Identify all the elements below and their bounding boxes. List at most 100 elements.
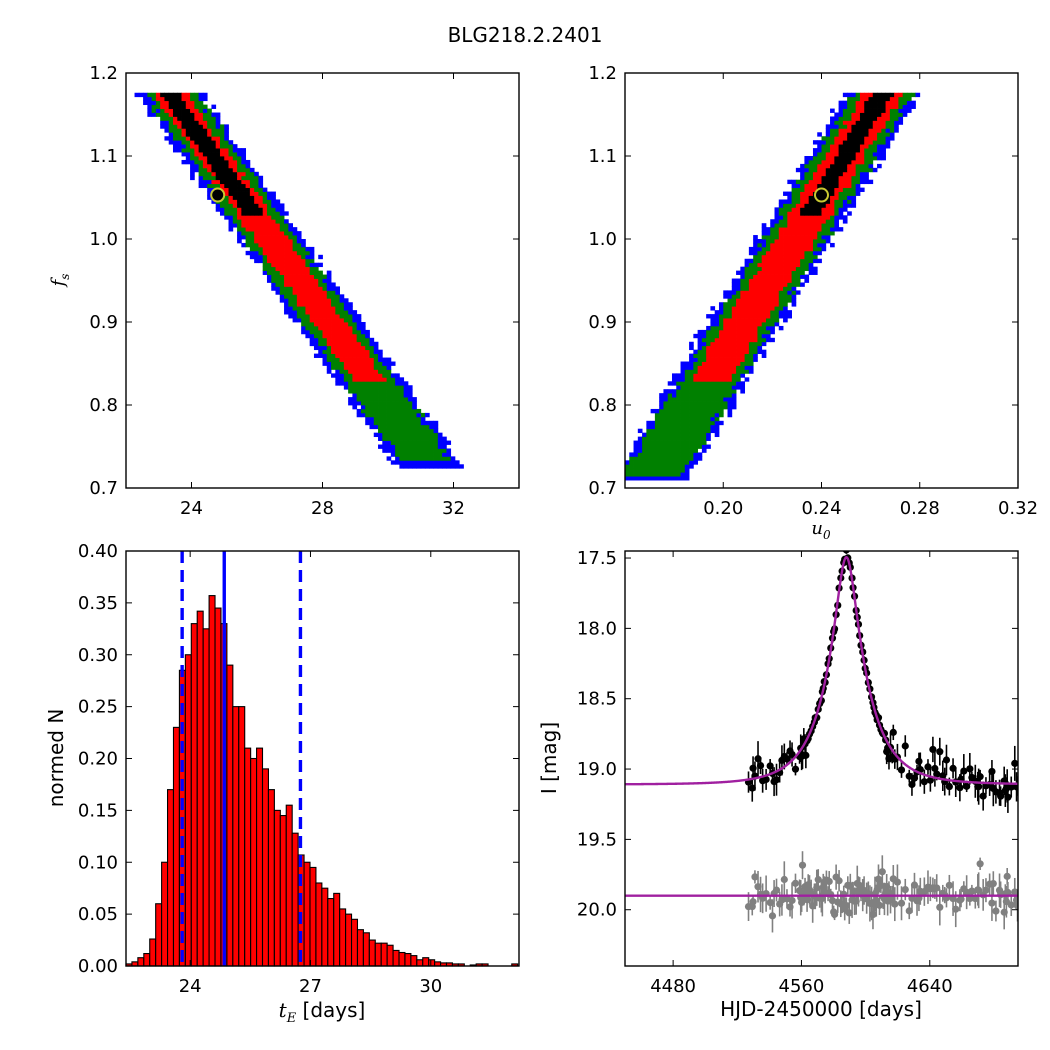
heatmap-cell: [407, 444, 413, 449]
heatmap-cell: [748, 258, 754, 264]
heatmap-cell: [279, 215, 285, 220]
heatmap-cell: [659, 432, 664, 438]
residual-point: [897, 899, 906, 907]
heatmap-cell: [714, 405, 720, 410]
heatmap-cell: [215, 163, 221, 169]
heatmap-cell: [757, 266, 763, 272]
heatmap-cell: [305, 274, 311, 279]
heatmap-cell: [425, 448, 430, 453]
heatmap-cell: [172, 132, 178, 137]
heatmap-cell: [859, 120, 865, 125]
heatmap-cell: [834, 223, 839, 228]
heatmap-cell: [697, 365, 703, 370]
heatmap-cell: [348, 325, 353, 331]
heatmap-cell: [689, 385, 694, 390]
heatmap-cell: [211, 163, 217, 169]
heatmap-cell: [429, 428, 434, 434]
heatmap-cell: [360, 349, 366, 355]
heatmap-cell: [275, 219, 281, 224]
heatmap-cell: [774, 302, 780, 307]
heatmap-cell: [800, 227, 805, 232]
residual-point: [933, 884, 941, 892]
heatmap-cell: [748, 262, 754, 268]
heatmap-cell: [386, 401, 392, 406]
heatmap-cell: [386, 440, 392, 445]
heatmap-cell: [301, 242, 306, 248]
heatmap-cell: [279, 219, 285, 224]
heatmap-cell: [224, 128, 229, 133]
heatmap-cell: [305, 322, 311, 327]
heatmap-cell: [812, 246, 818, 252]
heatmap-cell: [774, 274, 780, 279]
heatmap-cell: [378, 405, 383, 410]
heatmap-cell: [245, 191, 251, 196]
heatmap-cell: [313, 282, 319, 287]
heatmap-cell: [313, 270, 319, 275]
heatmap-cell: [684, 448, 690, 453]
heatmap-cell: [706, 369, 711, 374]
heatmap-cell: [757, 278, 763, 283]
heatmap-cell: [851, 136, 857, 141]
heatmap-cell: [783, 282, 788, 287]
y-tick-label: 19.5: [577, 829, 617, 850]
heatmap-cell: [718, 306, 724, 311]
heatmap-cell: [352, 389, 358, 394]
heatmap-cell: [403, 436, 409, 441]
heatmap-cell: [706, 377, 711, 382]
panel-fs-vs-te-ylabel: fs: [48, 274, 72, 289]
heatmap-cell: [224, 152, 229, 157]
heatmap-cell: [838, 148, 844, 153]
histogram-bar: [392, 949, 400, 967]
heatmap-cell: [864, 171, 869, 177]
heatmap-cell: [787, 270, 792, 275]
heatmap-cell: [309, 246, 315, 252]
heatmap-cell: [830, 187, 835, 192]
heatmap-cell: [352, 365, 358, 370]
heatmap-cell: [795, 274, 801, 279]
data-point: [997, 792, 1005, 800]
heatmap-cell: [787, 207, 792, 212]
heatmap-cell: [215, 148, 221, 153]
heatmap-cell: [318, 294, 323, 299]
heatmap-cell: [714, 389, 720, 394]
heatmap-cell: [339, 381, 345, 386]
heatmap-cell: [181, 132, 187, 137]
heatmap-cell: [237, 167, 242, 173]
heatmap-cell: [360, 397, 366, 402]
heatmap-cell: [637, 472, 643, 477]
heatmap-cell: [740, 349, 746, 355]
heatmap-cell: [881, 144, 886, 149]
heatmap-cell: [331, 310, 336, 315]
heatmap-cell: [680, 397, 686, 402]
heatmap-cell: [761, 329, 767, 335]
heatmap-cell: [761, 242, 767, 248]
heatmap-cell: [693, 448, 699, 453]
heatmap-cell: [757, 254, 763, 260]
heatmap-cell: [416, 420, 422, 426]
heatmap-cell: [689, 373, 694, 378]
heatmap-cell: [301, 322, 306, 327]
heatmap-cell: [646, 424, 652, 430]
heatmap-cell: [765, 250, 771, 256]
heatmap-cell: [689, 420, 694, 426]
heatmap-cell: [834, 156, 839, 161]
heatmap-cell: [245, 227, 251, 232]
heatmap-cell: [249, 254, 255, 260]
heatmap-cell: [693, 416, 699, 422]
heatmap-cell: [855, 116, 861, 121]
heatmap-cell: [787, 266, 792, 272]
heatmap-cell: [783, 239, 788, 244]
heatmap-cell: [356, 318, 362, 323]
heatmap-cell: [714, 408, 720, 414]
heatmap-cell: [164, 92, 170, 98]
heatmap-cell: [237, 159, 242, 165]
heatmap-cell: [646, 428, 652, 434]
heatmap-cell: [241, 191, 247, 196]
heatmap-cell: [894, 96, 899, 102]
heatmap-cell: [868, 144, 874, 149]
heatmap-cell: [689, 436, 694, 441]
heatmap-cell: [190, 116, 195, 121]
heatmap-cell: [697, 456, 703, 461]
heatmap-cell: [420, 416, 426, 422]
